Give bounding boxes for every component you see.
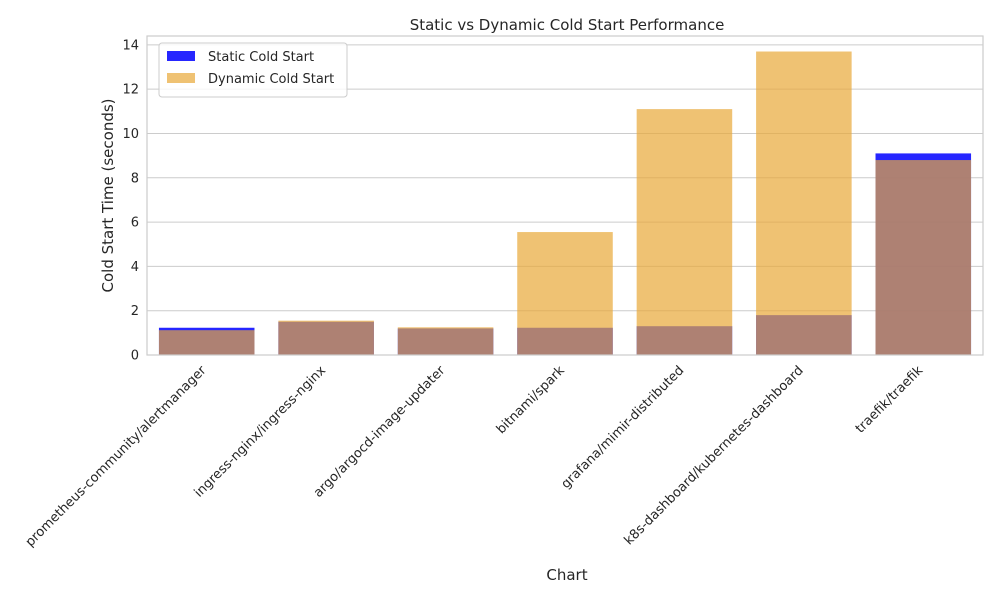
x-tick-label: prometheus-community/alertmanager xyxy=(23,363,210,550)
bar-dynamic xyxy=(158,330,255,355)
y-tick-label: 12 xyxy=(122,83,139,98)
x-tick-label: ingress-nginx/ingress-nginx xyxy=(192,363,330,501)
plot-frame xyxy=(146,35,984,356)
bar-dynamic xyxy=(517,232,613,355)
legend-swatch xyxy=(167,51,195,61)
chart-title: Static vs Dynamic Cold Start Performance xyxy=(410,16,725,34)
x-tick-label: traefik/traefik xyxy=(853,363,927,437)
y-axis-label: Cold Start Time (seconds) xyxy=(99,98,117,292)
y-ticks: 0 2 4 6 8 10 12 14 xyxy=(122,38,139,363)
bar-dynamic xyxy=(397,327,494,355)
legend: Static Cold Start Dynamic Cold Start xyxy=(158,42,348,98)
x-ticks: prometheus-community/alertmanageringress… xyxy=(23,363,927,550)
bar-dynamic xyxy=(875,160,972,355)
y-tick-label: 10 xyxy=(122,127,139,142)
bar-dynamic xyxy=(756,51,852,355)
bar-dynamic xyxy=(636,109,733,356)
legend-label: Static Cold Start xyxy=(208,50,314,65)
x-axis-label: Chart xyxy=(546,566,587,584)
y-tick-label: 6 xyxy=(131,216,139,231)
y-tick-label: 14 xyxy=(122,38,139,53)
x-tick-label: bitnami/spark xyxy=(494,363,568,437)
y-tick-label: 2 xyxy=(131,304,139,319)
y-tick-label: 8 xyxy=(131,171,139,186)
legend-frame xyxy=(158,42,348,98)
x-tick-label: argo/argocd-image-updater xyxy=(311,363,449,501)
y-tick-label: 4 xyxy=(131,260,139,275)
y-tick-label: 0 xyxy=(131,349,139,364)
legend-label: Dynamic Cold Start xyxy=(208,72,334,87)
x-tick-label: grafana/mimir-distributed xyxy=(559,363,688,492)
legend-swatch xyxy=(167,73,195,83)
bar-dynamic xyxy=(278,320,374,355)
bars xyxy=(158,51,972,356)
